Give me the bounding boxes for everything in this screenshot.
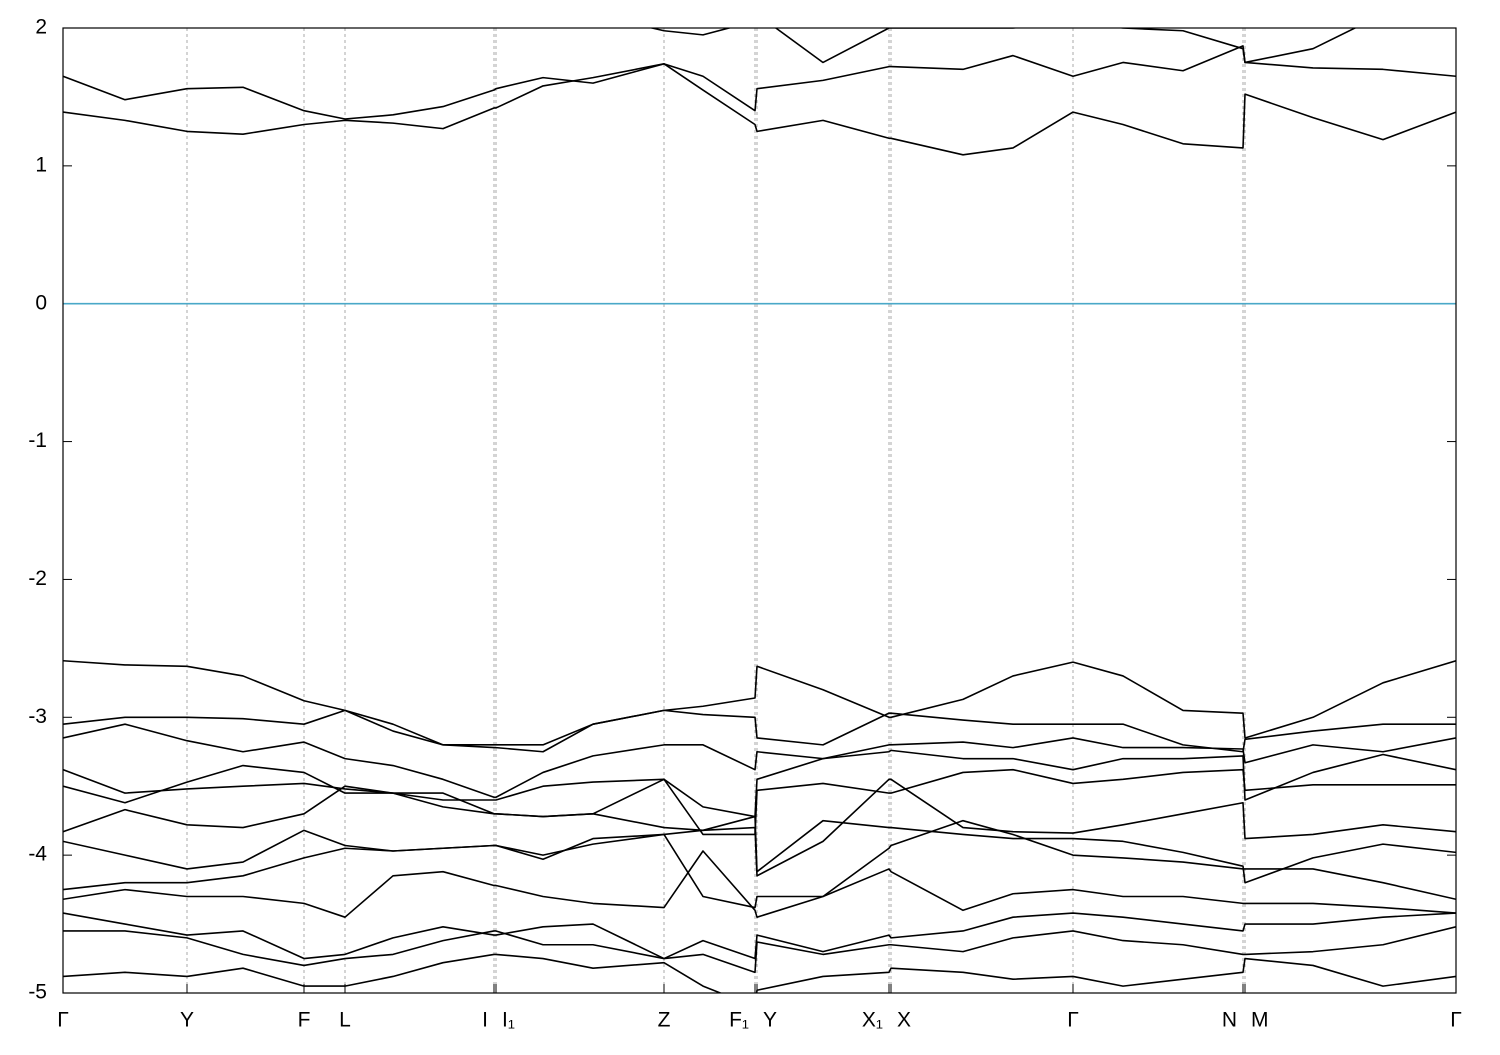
grid — [62, 27, 1457, 994]
x-tick-label: F₁ — [729, 1009, 749, 1032]
y-tick-label: 2 — [35, 16, 47, 39]
y-tick-label: 1 — [35, 153, 47, 176]
band-line — [63, 815, 1456, 884]
band-line — [63, 819, 1456, 909]
x-tick-label: Y — [763, 1009, 777, 1032]
axis-labels: 2 1 0 -1 -2 -3 -4 -5 Γ Y F L I I₁ Z F₁ Y X₁ X Γ N M Γ — [28, 16, 1461, 1032]
x-tick-label: X₁ — [862, 1009, 883, 1032]
x-tick-label: Γ — [1450, 1009, 1462, 1032]
band-line — [63, 926, 1456, 974]
bands — [63, 28, 1456, 993]
y-tick-label: -5 — [28, 981, 47, 1004]
band-line — [648, 28, 1357, 64]
y-tick-label: -2 — [28, 567, 47, 590]
band-line — [63, 45, 1456, 120]
x-tick-label: X — [897, 1009, 911, 1032]
band-line — [63, 723, 1456, 799]
x-tick-label: L — [339, 1009, 351, 1032]
x-tick-label: Γ — [1067, 1009, 1079, 1032]
band-line — [63, 778, 1456, 877]
x-tick-label: I — [482, 1009, 488, 1032]
band-line — [63, 953, 1456, 993]
plot-frame — [62, 27, 1457, 994]
y-tick-label: -1 — [28, 429, 47, 452]
band-line — [63, 63, 1456, 156]
x-tick-label: M — [1251, 1009, 1269, 1032]
band-line — [63, 659, 1456, 746]
band-line — [63, 709, 1456, 753]
x-tick-label: F — [298, 1009, 311, 1032]
x-tick-label: Γ — [57, 1009, 69, 1032]
x-tick-label: N — [1222, 1009, 1237, 1032]
y-tick-label: -4 — [28, 843, 47, 866]
y-tick-label: -3 — [28, 705, 47, 728]
band-line — [63, 850, 1456, 918]
band-line — [63, 749, 1456, 818]
x-tick-label: I₁ — [502, 1009, 515, 1032]
x-tick-label: Z — [658, 1009, 671, 1032]
y-tick-label: 0 — [35, 291, 47, 314]
x-tick-label: Y — [180, 1009, 194, 1032]
band-line — [63, 912, 1456, 960]
